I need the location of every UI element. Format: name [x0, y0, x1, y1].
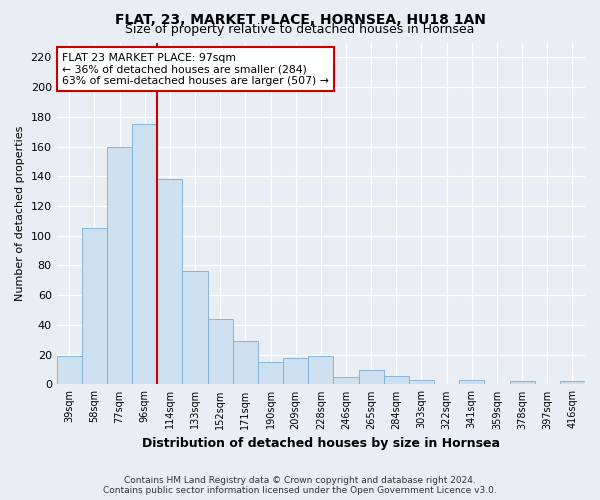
Bar — [334, 377, 359, 384]
Text: Size of property relative to detached houses in Hornsea: Size of property relative to detached ho… — [125, 22, 475, 36]
Bar — [308, 356, 334, 384]
Bar — [409, 380, 434, 384]
Bar — [157, 180, 182, 384]
Y-axis label: Number of detached properties: Number of detached properties — [15, 126, 25, 301]
Bar — [132, 124, 157, 384]
Bar — [107, 146, 132, 384]
Bar — [233, 342, 258, 384]
Bar — [82, 228, 107, 384]
Bar — [283, 358, 308, 384]
X-axis label: Distribution of detached houses by size in Hornsea: Distribution of detached houses by size … — [142, 437, 500, 450]
Bar — [56, 356, 82, 384]
Text: FLAT, 23, MARKET PLACE, HORNSEA, HU18 1AN: FLAT, 23, MARKET PLACE, HORNSEA, HU18 1A… — [115, 12, 485, 26]
Bar — [560, 382, 585, 384]
Bar — [208, 319, 233, 384]
Text: FLAT 23 MARKET PLACE: 97sqm
← 36% of detached houses are smaller (284)
63% of se: FLAT 23 MARKET PLACE: 97sqm ← 36% of det… — [62, 53, 329, 86]
Bar — [384, 376, 409, 384]
Bar — [258, 362, 283, 384]
Bar — [509, 382, 535, 384]
Text: Contains HM Land Registry data © Crown copyright and database right 2024.
Contai: Contains HM Land Registry data © Crown c… — [103, 476, 497, 495]
Bar — [459, 380, 484, 384]
Bar — [359, 370, 384, 384]
Bar — [182, 272, 208, 384]
